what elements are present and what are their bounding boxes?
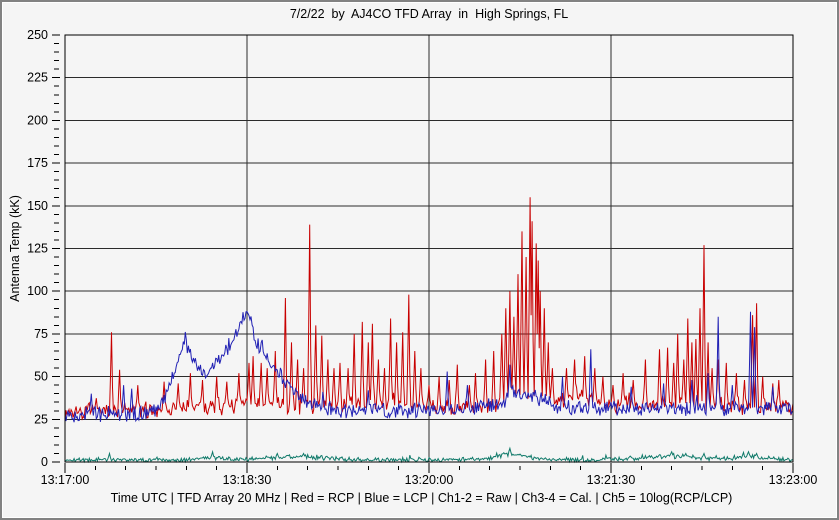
chart-title: 7/2/22 by AJ4CO TFD Array in High Spring…	[289, 7, 569, 21]
y-tick-label: 150	[27, 199, 48, 213]
y-tick-labels: 0 25 50 75 100 125 150 175 200 225 250	[27, 28, 48, 469]
x-tick-label: 13:21:30	[587, 473, 636, 487]
y-tick-label: 100	[27, 284, 48, 298]
y-tick-label: 225	[27, 71, 48, 85]
y-tick-label: 125	[27, 242, 48, 256]
gridlines	[65, 35, 793, 462]
lcp-trace	[64, 311, 794, 423]
y-tick-label: 25	[34, 412, 48, 426]
axis-ticks	[52, 34, 794, 473]
x-tick-label: 13:18:30	[223, 473, 272, 487]
y-tick-label: 200	[27, 113, 48, 127]
y-tick-label: 0	[41, 455, 48, 469]
ch5-trace	[64, 446, 794, 464]
y-tick-label: 50	[34, 370, 48, 384]
x-tick-label: 13:17:00	[41, 473, 90, 487]
plot-frame	[64, 34, 794, 463]
y-tick-label: 75	[34, 327, 48, 341]
rcp-trace	[64, 197, 794, 422]
x-tick-labels: 13:17:00 13:18:30 13:20:00 13:21:30 13:23:00	[41, 473, 818, 487]
chart-footer-legend: Time UTC | TFD Array 20 MHz | Red = RCP …	[110, 491, 733, 505]
y-tick-label: 175	[27, 156, 48, 170]
y-tick-label: 250	[27, 28, 48, 42]
x-tick-label: 13:20:00	[405, 473, 454, 487]
x-tick-label: 13:23:00	[769, 473, 818, 487]
traces	[64, 197, 794, 464]
